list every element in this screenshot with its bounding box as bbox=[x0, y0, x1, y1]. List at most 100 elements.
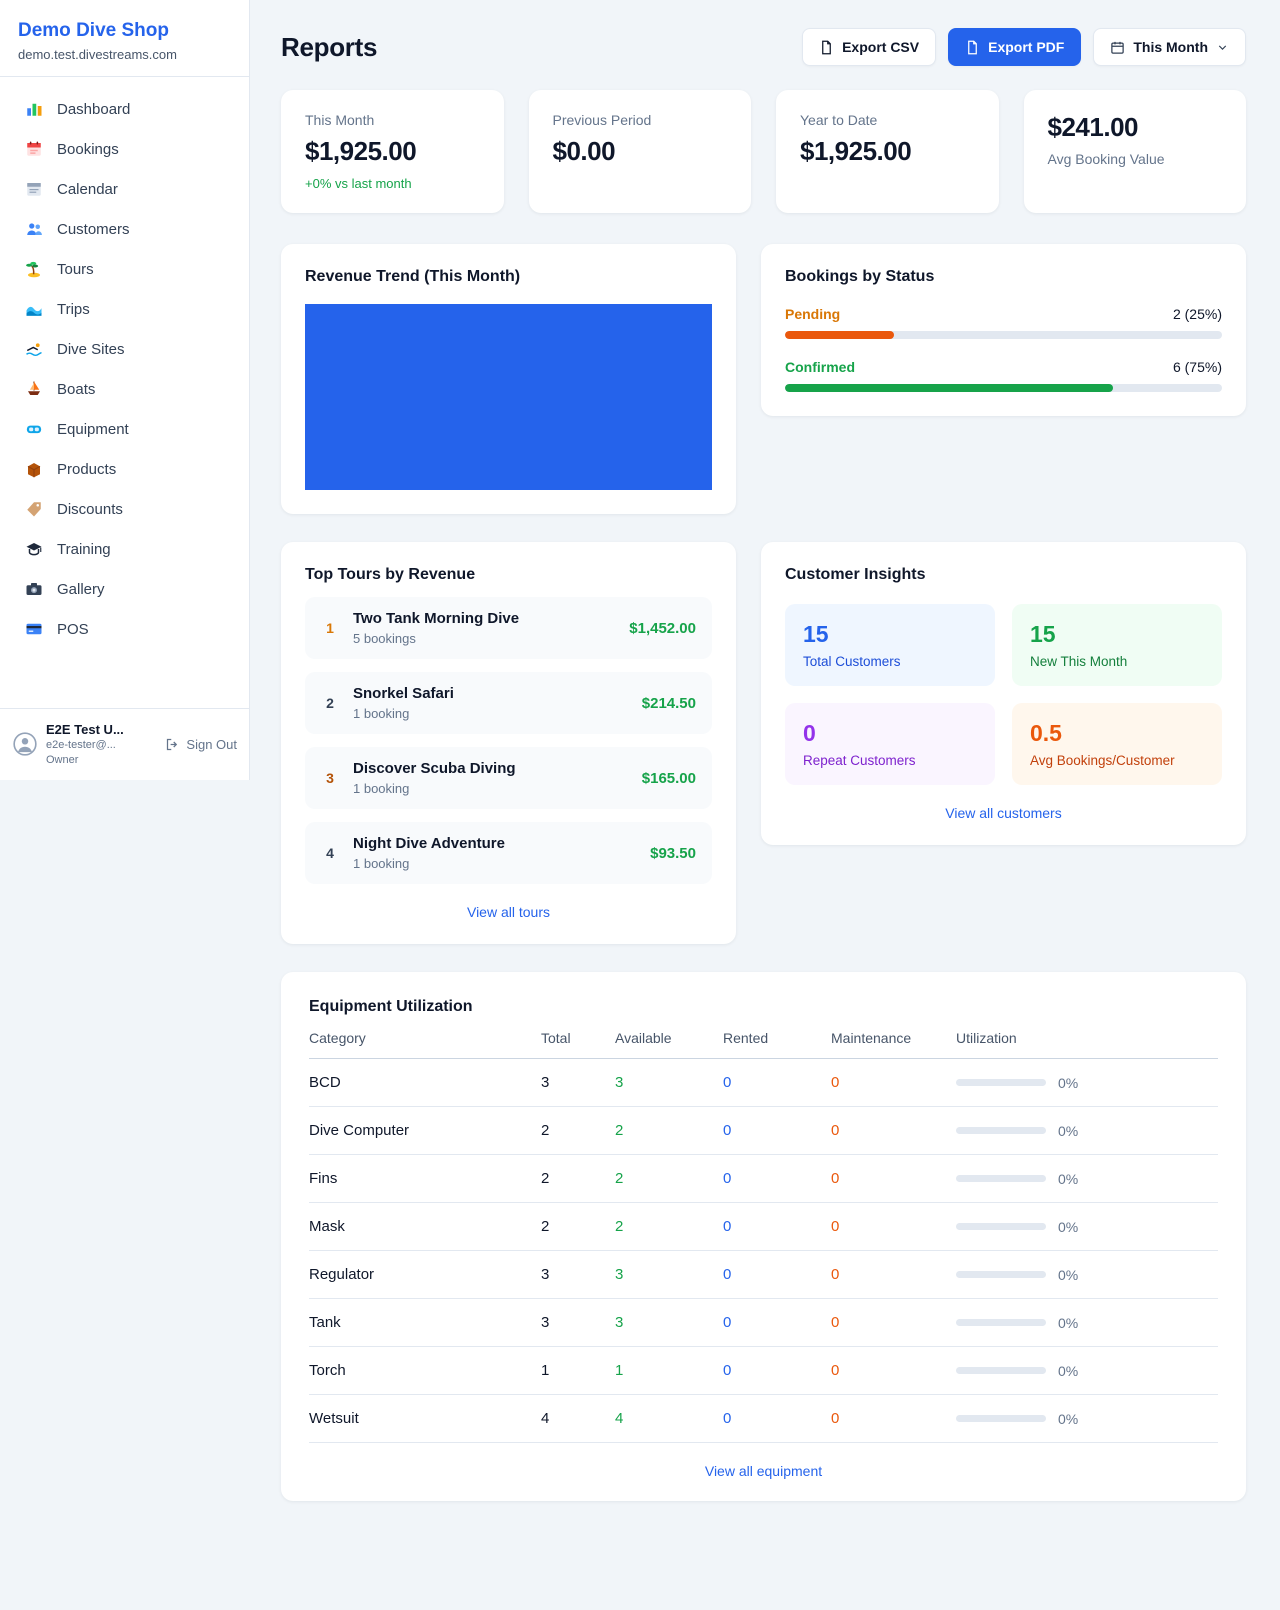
cell-maintenance: 0 bbox=[831, 1170, 840, 1187]
cell-category: Dive Computer bbox=[309, 1122, 410, 1139]
sidebar-item-boats[interactable]: Boats bbox=[8, 369, 241, 409]
sidebar-item-bookings[interactable]: Bookings bbox=[8, 129, 241, 169]
export-pdf-button[interactable]: Export PDF bbox=[948, 28, 1082, 66]
progress-fill bbox=[785, 331, 895, 339]
utilization-track bbox=[956, 1415, 1046, 1422]
document-icon bbox=[819, 40, 834, 55]
cell-utilization: 0% bbox=[956, 1219, 1218, 1235]
palm-island-icon bbox=[24, 259, 44, 279]
sidebar-item-label: Trips bbox=[57, 300, 90, 318]
table-row: Regulator 3 3 0 0 0% bbox=[309, 1251, 1218, 1299]
cell-rented: 0 bbox=[723, 1122, 732, 1139]
cell-category: BCD bbox=[309, 1074, 341, 1091]
sidebar-item-gallery[interactable]: Gallery bbox=[8, 569, 241, 609]
sidebar-header: Demo Dive Shop demo.test.divestreams.com bbox=[0, 0, 249, 77]
sidebar-item-label: Training bbox=[57, 540, 111, 558]
user-meta: E2E Test U... e2e-tester@... Owner bbox=[46, 721, 124, 768]
insight-value: 15 bbox=[1030, 621, 1056, 647]
tour-revenue: $93.50 bbox=[650, 844, 696, 862]
sidebar-item-discounts[interactable]: Discounts bbox=[8, 489, 241, 529]
table-row: Torch 1 1 0 0 0% bbox=[309, 1347, 1218, 1395]
sidebar-item-dashboard[interactable]: Dashboard bbox=[8, 89, 241, 129]
list-item: 4 Night Dive Adventure 1 booking $93.50 bbox=[305, 822, 712, 884]
equipment-utilization-title: Equipment Utilization bbox=[309, 998, 473, 1015]
page-header: Reports Export CSV Export PDF This Month bbox=[281, 28, 1246, 66]
export-pdf-label: Export PDF bbox=[988, 39, 1065, 55]
stat-card-previous-period: Previous Period $0.00 bbox=[528, 90, 751, 213]
cell-rented: 0 bbox=[723, 1362, 732, 1379]
tag-icon bbox=[24, 499, 44, 519]
top-tours-card: Top Tours by Revenue 1 Two Tank Morning … bbox=[281, 542, 736, 944]
column-header: Rented bbox=[723, 1030, 769, 1046]
user-name: E2E Test U... bbox=[46, 721, 124, 737]
page-title: Reports bbox=[281, 31, 378, 62]
period-dropdown[interactable]: This Month bbox=[1093, 28, 1246, 66]
sidebar-item-tours[interactable]: Tours bbox=[8, 249, 241, 289]
tour-bookings: 1 booking bbox=[353, 781, 410, 796]
sidebar-item-label: Gallery bbox=[57, 580, 105, 598]
stat-label: This Month bbox=[305, 112, 375, 128]
insights-row: Top Tours by Revenue 1 Two Tank Morning … bbox=[281, 542, 1246, 944]
sidebar-item-customers[interactable]: Customers bbox=[8, 209, 241, 249]
cell-utilization: 0% bbox=[956, 1315, 1218, 1331]
customer-insights-card: Customer Insights 15 Total Customers 15 … bbox=[761, 542, 1246, 845]
sign-out-button[interactable]: Sign Out bbox=[165, 737, 237, 752]
sidebar: Demo Dive Shop demo.test.divestreams.com… bbox=[0, 0, 250, 780]
insight-label: Repeat Customers bbox=[803, 753, 916, 768]
sidebar-item-calendar[interactable]: Calendar bbox=[8, 169, 241, 209]
view-all-equipment-link[interactable]: View all equipment bbox=[309, 1463, 1218, 1479]
stat-value: $241.00 bbox=[1047, 112, 1139, 142]
avatar bbox=[12, 731, 38, 757]
stat-value: $1,925.00 bbox=[800, 136, 912, 166]
cell-available: 4 bbox=[615, 1410, 624, 1427]
tour-name: Snorkel Safari bbox=[353, 685, 454, 702]
sidebar-item-products[interactable]: Products bbox=[8, 449, 241, 489]
stats-row: This Month $1,925.00 +0% vs last month P… bbox=[281, 90, 1246, 213]
cell-maintenance: 0 bbox=[831, 1410, 840, 1427]
sidebar-item-label: Equipment bbox=[57, 420, 129, 438]
sidebar-item-equipment[interactable]: Equipment bbox=[8, 409, 241, 449]
user-section: E2E Test U... e2e-tester@... Owner Sign … bbox=[0, 707, 249, 780]
cell-maintenance: 0 bbox=[831, 1314, 840, 1331]
table-row: Mask 2 2 0 0 0% bbox=[309, 1203, 1218, 1251]
tour-bookings: 5 bookings bbox=[353, 631, 416, 646]
view-all-tours-link[interactable]: View all tours bbox=[305, 904, 712, 920]
insight-label: New This Month bbox=[1030, 654, 1128, 669]
cell-utilization: 0% bbox=[956, 1363, 1218, 1379]
shop-title: Demo Dive Shop bbox=[18, 20, 169, 41]
tile-total-customers: 15 Total Customers bbox=[785, 604, 995, 686]
cell-maintenance: 0 bbox=[831, 1074, 840, 1091]
sidebar-item-label: Tours bbox=[57, 260, 94, 278]
table-row: Tank 3 3 0 0 0% bbox=[309, 1299, 1218, 1347]
insight-value: 0.5 bbox=[1030, 720, 1062, 746]
insight-grid: 15 Total Customers 15 New This Month 0 R… bbox=[785, 604, 1222, 785]
sidebar-item-trips[interactable]: Trips bbox=[8, 289, 241, 329]
cell-total: 4 bbox=[541, 1410, 550, 1427]
revenue-trend-card: Revenue Trend (This Month) bbox=[281, 244, 736, 514]
cell-total: 3 bbox=[541, 1074, 550, 1091]
cell-available: 2 bbox=[615, 1170, 624, 1187]
cell-rented: 0 bbox=[723, 1170, 732, 1187]
view-all-customers-link[interactable]: View all customers bbox=[785, 805, 1222, 821]
graduation-cap-icon bbox=[24, 539, 44, 559]
sidebar-item-label: POS bbox=[57, 620, 89, 638]
utilization-percent: 0% bbox=[1058, 1074, 1079, 1091]
sidebar-item-pos[interactable]: POS bbox=[8, 609, 241, 649]
export-csv-label: Export CSV bbox=[842, 39, 920, 55]
export-csv-button[interactable]: Export CSV bbox=[802, 28, 937, 66]
stat-value: $0.00 bbox=[552, 136, 616, 166]
list-item: 2 Snorkel Safari 1 booking $214.50 bbox=[305, 672, 712, 734]
credit-card-icon bbox=[24, 619, 44, 639]
status-row-confirmed: Confirmed 6 (75%) bbox=[785, 359, 1222, 392]
progress-track bbox=[785, 331, 1222, 339]
utilization-percent: 0% bbox=[1058, 1410, 1079, 1427]
stat-card-avg-booking-value: $241.00 Avg Booking Value bbox=[1023, 90, 1246, 213]
sidebar-item-training[interactable]: Training bbox=[8, 529, 241, 569]
customers-icon bbox=[24, 219, 44, 239]
sidebar-item-dive-sites[interactable]: Dive Sites bbox=[8, 329, 241, 369]
tour-revenue: $1,452.00 bbox=[629, 619, 696, 637]
utilization-track bbox=[956, 1079, 1046, 1086]
column-header: Utilization bbox=[956, 1030, 1017, 1046]
utilization-percent: 0% bbox=[1058, 1266, 1079, 1283]
cell-available: 3 bbox=[615, 1074, 624, 1091]
